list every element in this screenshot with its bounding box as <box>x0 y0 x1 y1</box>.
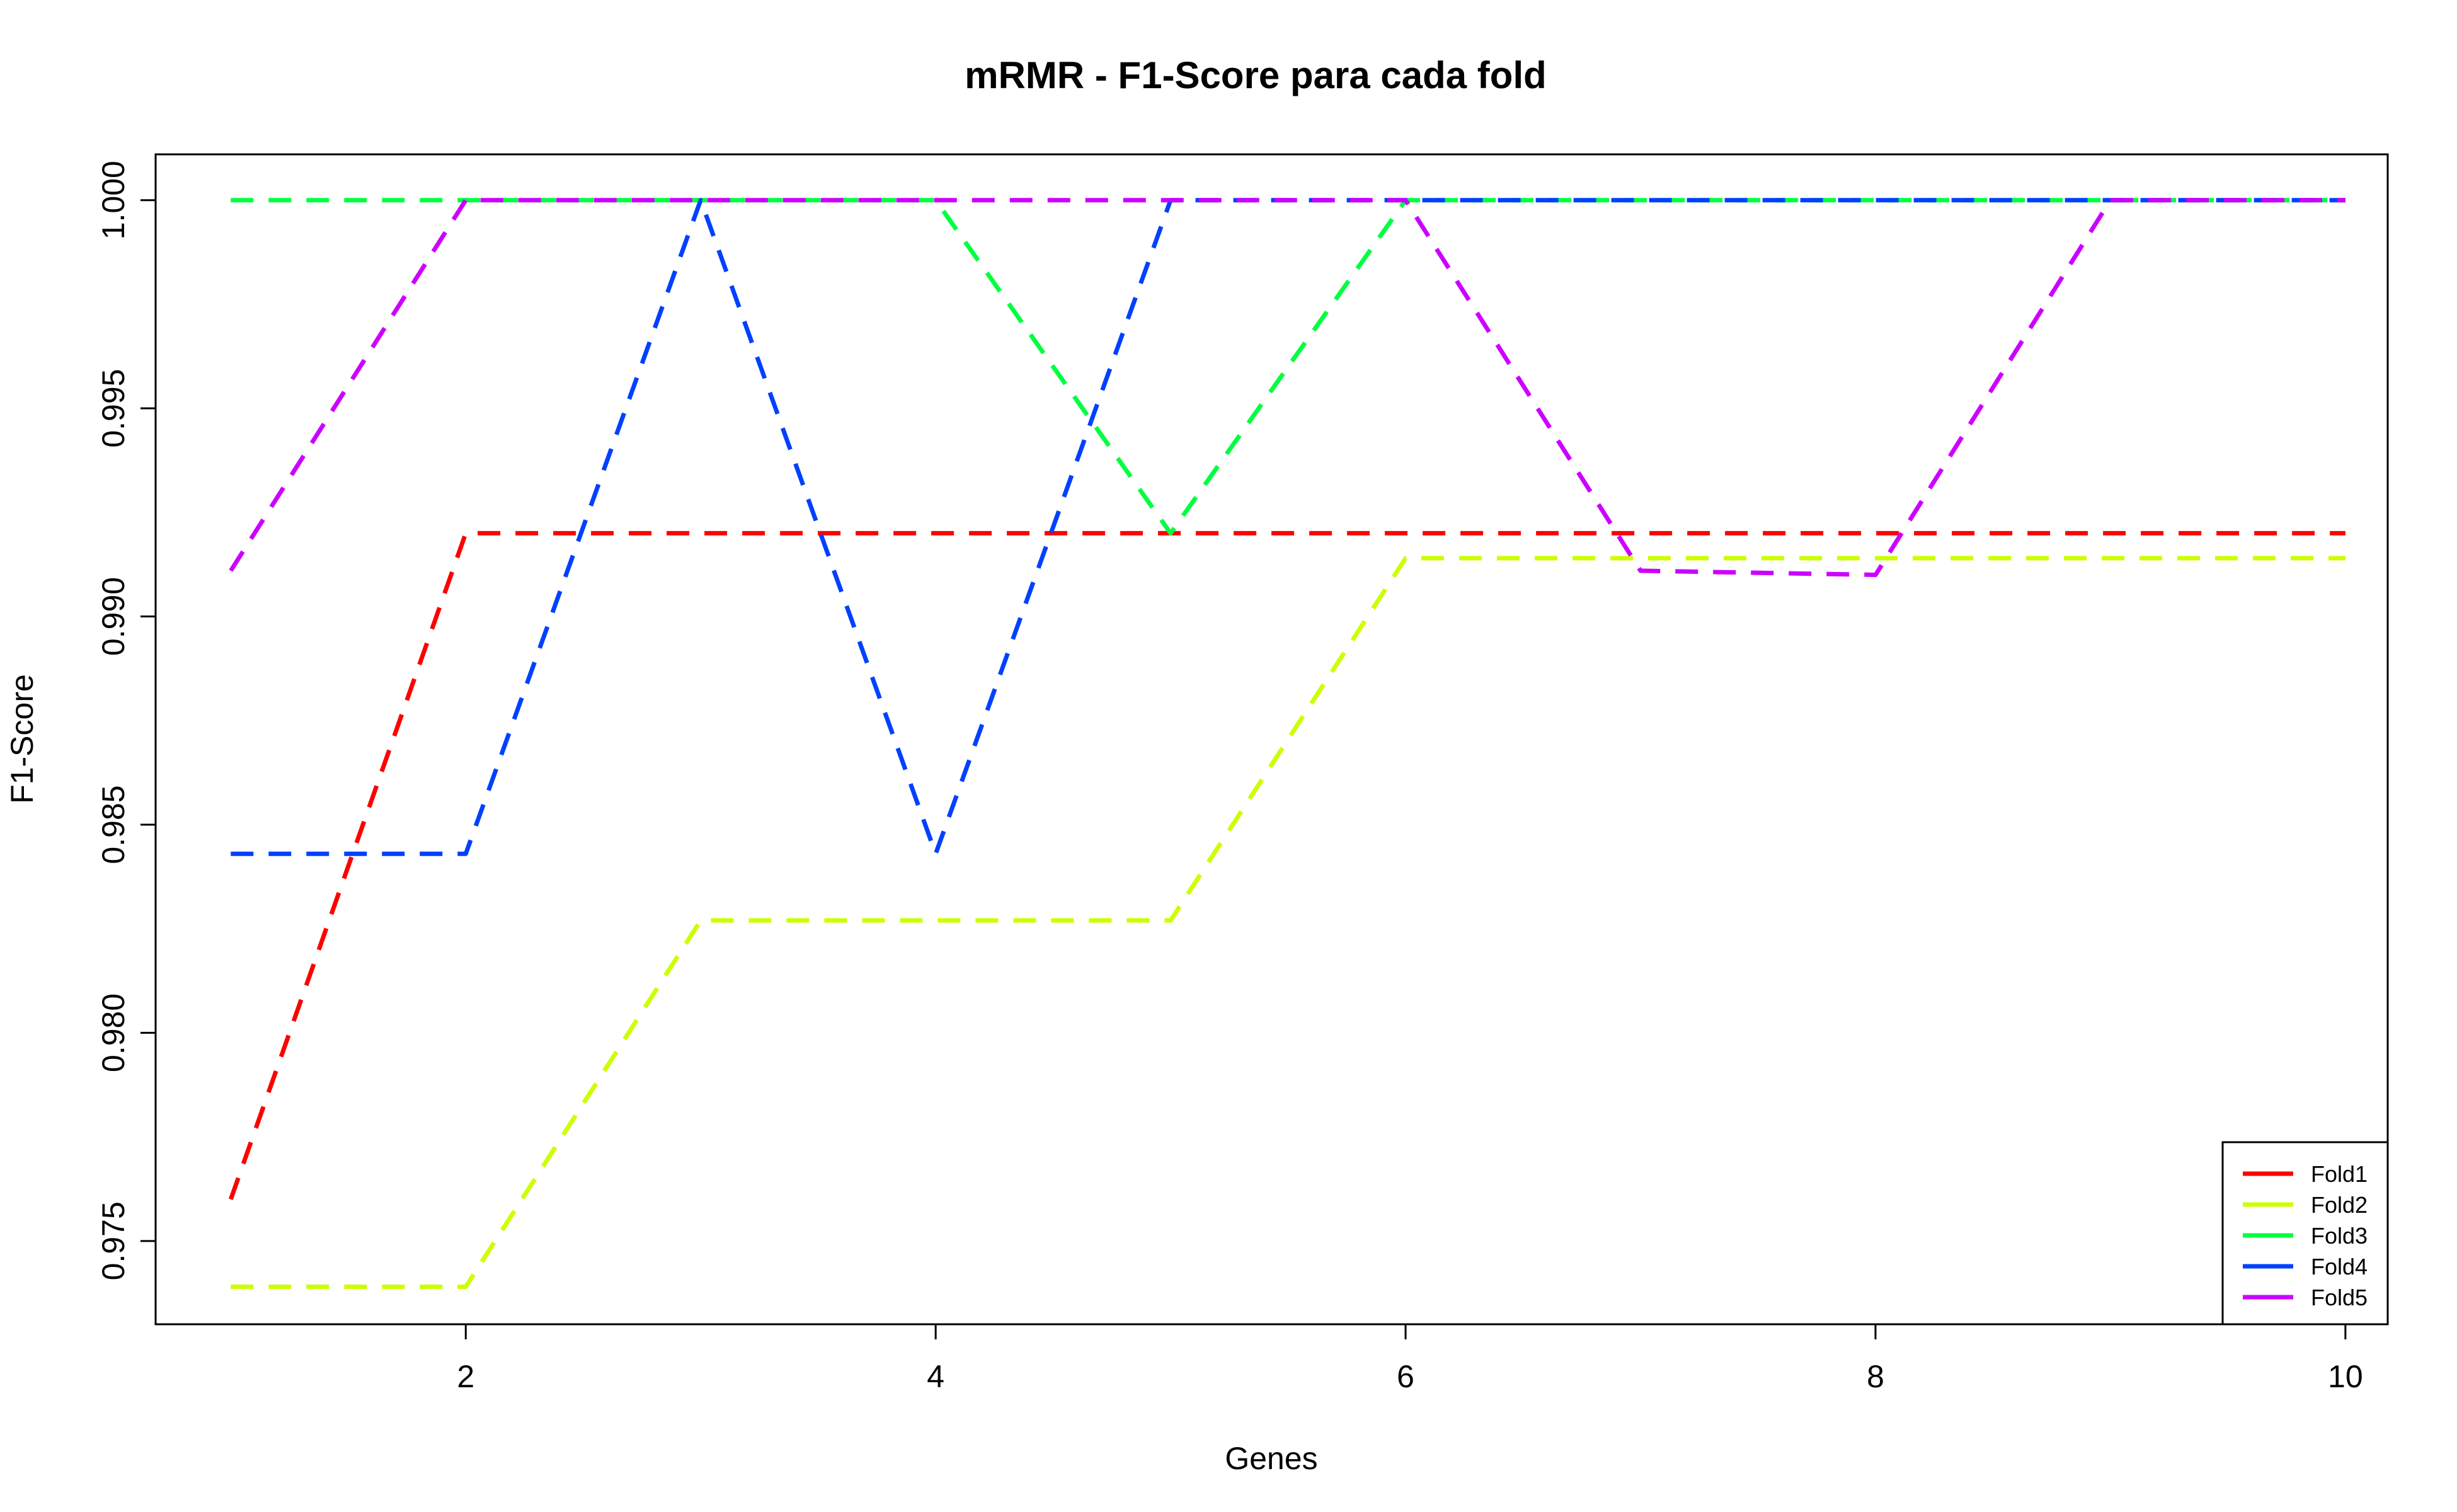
plot-frame <box>154 153 2389 1326</box>
x-tick-label: 6 <box>1397 1359 1414 1394</box>
chart-title: mRMR - F1-Score para cada fold <box>965 54 1547 96</box>
series-line-fold2 <box>231 556 2345 1289</box>
x-axis-label: Genes <box>1225 1441 1317 1476</box>
x-tick-label: 8 <box>1867 1359 1884 1394</box>
y-axis: 0.975 0.980 0.985 0.990 0.995 1.000 <box>96 161 156 1280</box>
x-axis: 2 4 6 8 10 <box>457 1324 2363 1394</box>
y-tick-label: 0.995 <box>96 369 131 448</box>
legend: Fold1 Fold2 Fold3 Fold4 Fold5 <box>2221 1141 2389 1326</box>
y-tick-label: 0.980 <box>96 994 131 1072</box>
y-tick-label: 1.000 <box>96 161 131 239</box>
x-tick-label: 4 <box>927 1359 944 1394</box>
y-tick-label: 0.975 <box>96 1201 131 1280</box>
y-tick-label: 0.985 <box>96 785 131 864</box>
y-tick-label: 0.990 <box>96 577 131 656</box>
y-axis-label: F1-Score <box>4 674 40 804</box>
series-line-fold1 <box>228 530 2345 1200</box>
x-tick-label: 10 <box>2328 1359 2363 1394</box>
series-line-fold3 <box>231 198 2345 536</box>
x-tick-label: 2 <box>457 1359 474 1394</box>
legend-label-fold3: Fold3 <box>2311 1223 2368 1249</box>
legend-label-fold5: Fold5 <box>2311 1285 2368 1310</box>
legend-label-fold2: Fold2 <box>2311 1192 2368 1218</box>
series-layer <box>228 198 2345 1289</box>
legend-label-fold1: Fold1 <box>2311 1161 2368 1187</box>
series-line-fold5 <box>229 198 2345 577</box>
legend-label-fold4: Fold4 <box>2311 1254 2368 1280</box>
